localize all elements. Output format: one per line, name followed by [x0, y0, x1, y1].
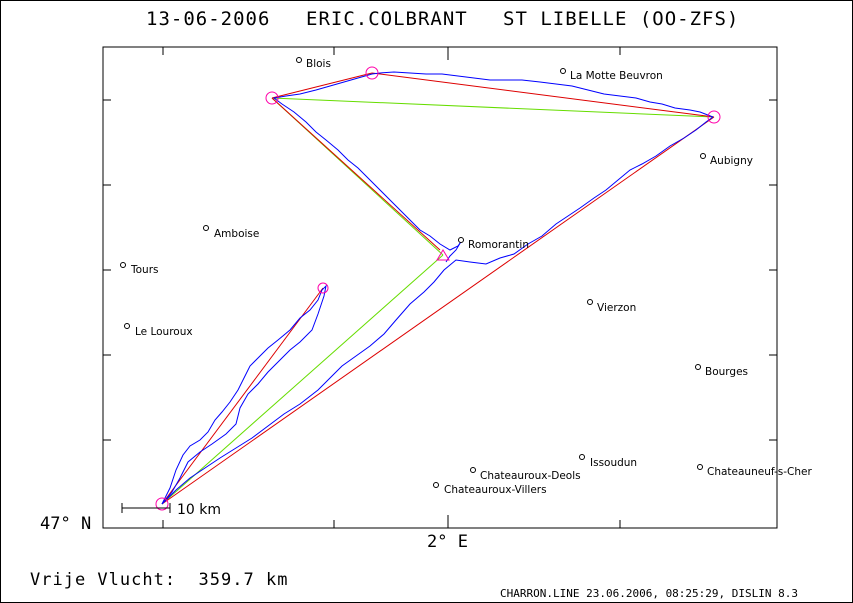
- town-label-issoudun: Issoudun: [590, 457, 637, 469]
- glider-name: ST LIBELLE (OO-ZFS): [503, 8, 740, 30]
- town-labels: Blois La Motte Beuvron Aubigny Amboise T…: [130, 58, 812, 496]
- task-route: [161, 72, 715, 505]
- town-label-chateauneuf-s-cher: Chateauneuf-s-Cher: [707, 466, 812, 478]
- turnpoint-4: [317, 282, 329, 294]
- town-label-tours: Tours: [130, 264, 159, 276]
- flight-date: 13-06-2006: [146, 8, 271, 30]
- town-label-la-motte-beuvron: La Motte Beuvron: [570, 70, 663, 82]
- town-label-le-louroux: Le Louroux: [135, 326, 193, 338]
- turnpoint-start: [155, 497, 169, 511]
- distance-summary: Vrije Vlucht: 359.7 km: [30, 570, 288, 590]
- pilot-name: ERIC.COLBRANT: [306, 8, 468, 30]
- scale-bar-label: 10 km: [177, 502, 221, 518]
- finish-triangle: [436, 249, 450, 261]
- town-label-blois: Blois: [306, 58, 331, 70]
- optimized-route: [161, 97, 715, 505]
- town-markers: [120, 57, 706, 488]
- town-label-vierzon: Vierzon: [597, 302, 636, 314]
- plot-frame: [102, 46, 778, 529]
- turnpoint-2: [365, 66, 379, 80]
- town-label-romorantin: Romorantin: [468, 239, 529, 251]
- x-axis-label: 2° E: [427, 532, 468, 552]
- town-label-bourges: Bourges: [705, 366, 748, 378]
- flight-track: [161, 71, 714, 505]
- scale-bar: [121, 503, 171, 513]
- turnpoint-3: [707, 110, 721, 124]
- axis-ticks: [103, 47, 777, 528]
- town-label-chateauroux-villers: Chateauroux-Villers: [444, 484, 547, 496]
- turnpoint-1: [265, 91, 279, 105]
- y-axis-label: 47° N: [40, 514, 92, 534]
- distance-value: 359.7 km: [198, 570, 289, 590]
- town-label-aubigny: Aubigny: [710, 155, 753, 167]
- turnpoint-markers: [155, 66, 721, 511]
- town-label-amboise: Amboise: [214, 228, 259, 240]
- distance-label: Vrije Vlucht:: [30, 570, 177, 590]
- file-info: CHARRON.LINE 23.06.2006, 08:25:29, DISLI…: [500, 587, 799, 600]
- town-label-chateauroux-deols: Chateauroux-Deols: [480, 470, 581, 482]
